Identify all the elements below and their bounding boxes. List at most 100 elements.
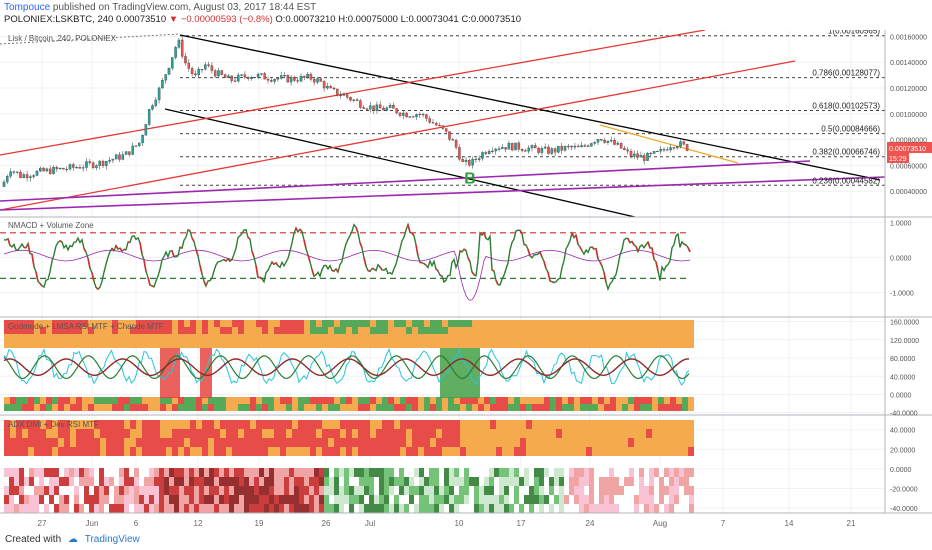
rsi-zone-cell (472, 404, 478, 411)
adx-heat-cell (104, 486, 109, 495)
adx-heat-cell (654, 495, 659, 504)
adx-zone-cell (460, 429, 466, 438)
adx-heat-cell (409, 504, 414, 513)
purple-support-upper (0, 160, 811, 202)
rsi-zone-cell (10, 341, 16, 348)
price-change: ▼ −0.00000593 (−0.8%) (168, 14, 273, 25)
adx-zone-cell (628, 438, 634, 447)
rsi-zone-cell (100, 341, 106, 348)
adx-heat-cell (114, 468, 119, 477)
rsi-zone-cell (424, 320, 430, 327)
chart-canvas[interactable]: 1(0.00160565)0.786(0.00128077)0.618(0.00… (0, 30, 932, 530)
adx-zone-cell (466, 447, 472, 456)
rsi-zone-cell (634, 320, 640, 327)
x-tick-label: 24 (586, 519, 595, 528)
rsi-zone-cell (214, 327, 220, 334)
rsi-zone-cell (64, 320, 70, 327)
adx-heat-cell (124, 468, 129, 477)
adx-heat-cell (199, 486, 204, 495)
candle-body (510, 143, 514, 151)
rsi-zone-cell (100, 397, 106, 404)
adx-heat-cell (4, 468, 9, 477)
tradingview-brand[interactable]: TradingView (84, 534, 140, 545)
adx-zone-cell (142, 420, 148, 429)
adx-heat-cell (564, 504, 569, 513)
adx-heat-cell (209, 504, 214, 513)
adx-zone-cell (46, 438, 52, 447)
rsi-zone-cell (370, 404, 376, 411)
adx-heat-cell (364, 495, 369, 504)
adx-zone-cell (280, 429, 286, 438)
candle-body (659, 149, 662, 152)
rsi-zone-cell (622, 320, 628, 327)
adx-zone-cell (580, 447, 586, 456)
rsi-zone-cell (526, 404, 532, 411)
adx-heat-cell (244, 486, 249, 495)
black-channel-lower (164, 108, 636, 217)
adx-heat-cell (574, 486, 579, 495)
rsi-zone-cell (268, 404, 274, 411)
author-link[interactable]: Tompouce (4, 2, 51, 13)
adx-zone-cell (268, 438, 274, 447)
adx-heat-cell (179, 504, 184, 513)
adx-heat-cell (314, 495, 319, 504)
rsi-zone-cell (46, 397, 52, 404)
rsi-zone-cell (526, 334, 532, 341)
adx-zone-cell (70, 438, 76, 447)
rsi-zone-cell (244, 320, 250, 327)
candle-body (487, 151, 491, 154)
adx-heat-cell (144, 477, 149, 486)
rsi-zone-cell (52, 320, 58, 327)
adx-heat-cell (324, 477, 329, 486)
adx-zone-cell (52, 447, 58, 456)
rsi-zone-cell (616, 334, 622, 341)
adx-heat-cell (649, 504, 654, 513)
rsi-zone-cell (586, 341, 592, 348)
adx-heat-cell (419, 504, 424, 513)
candle-body (210, 65, 214, 71)
rsi-zone-cell (544, 397, 550, 404)
rsi-zone-cell (76, 327, 82, 334)
rsi-zone-cell (112, 320, 118, 327)
candle-body (398, 112, 402, 116)
adx-heat-cell (499, 468, 504, 477)
adx-heat-cell (564, 477, 569, 486)
adx-zone-cell (430, 438, 436, 447)
x-tick-label: Jul (365, 519, 375, 528)
adx-heat-cell (329, 504, 334, 513)
rsi-zone-cell (448, 320, 454, 327)
adx-heat-cell (9, 504, 14, 513)
rsi-zone-cell (472, 327, 478, 334)
candle-body (418, 113, 422, 116)
adx-heat-cell (224, 504, 229, 513)
adx-zone-cell (430, 420, 436, 429)
adx-heat-cell (59, 486, 64, 495)
candle-body (553, 148, 557, 153)
rsi-zone-cell (382, 320, 388, 327)
adx-heat-cell (184, 504, 189, 513)
adx-zone-cell (484, 420, 490, 429)
adx-heat-cell (564, 486, 569, 495)
rsi-zone-cell (304, 341, 310, 348)
adx-heat-cell (264, 495, 269, 504)
rsi-zone-cell (664, 320, 670, 327)
rsi-zone-cell (352, 327, 358, 334)
rsi-zone-cell (70, 327, 76, 334)
adx-zone-cell (364, 429, 370, 438)
adx-heat-cell (514, 468, 519, 477)
macd-down-segment (539, 251, 543, 258)
candle-body (454, 140, 458, 148)
rsi-zone-cell (682, 320, 688, 327)
rsi-zone-cell (88, 404, 94, 411)
rsi-zone-cell (490, 334, 496, 341)
rsi-zone-cell (682, 327, 688, 334)
candle-body (157, 87, 161, 101)
candle-body (171, 57, 174, 69)
rsi-zone-cell (562, 327, 568, 334)
rsi-zone-cell (286, 334, 292, 341)
adx-heat-cell (14, 504, 19, 513)
adx-heat-cell (569, 486, 574, 495)
macd-down-segment (295, 227, 299, 233)
adx-heat-cell (464, 504, 469, 513)
rsi-zone-cell (670, 320, 676, 327)
